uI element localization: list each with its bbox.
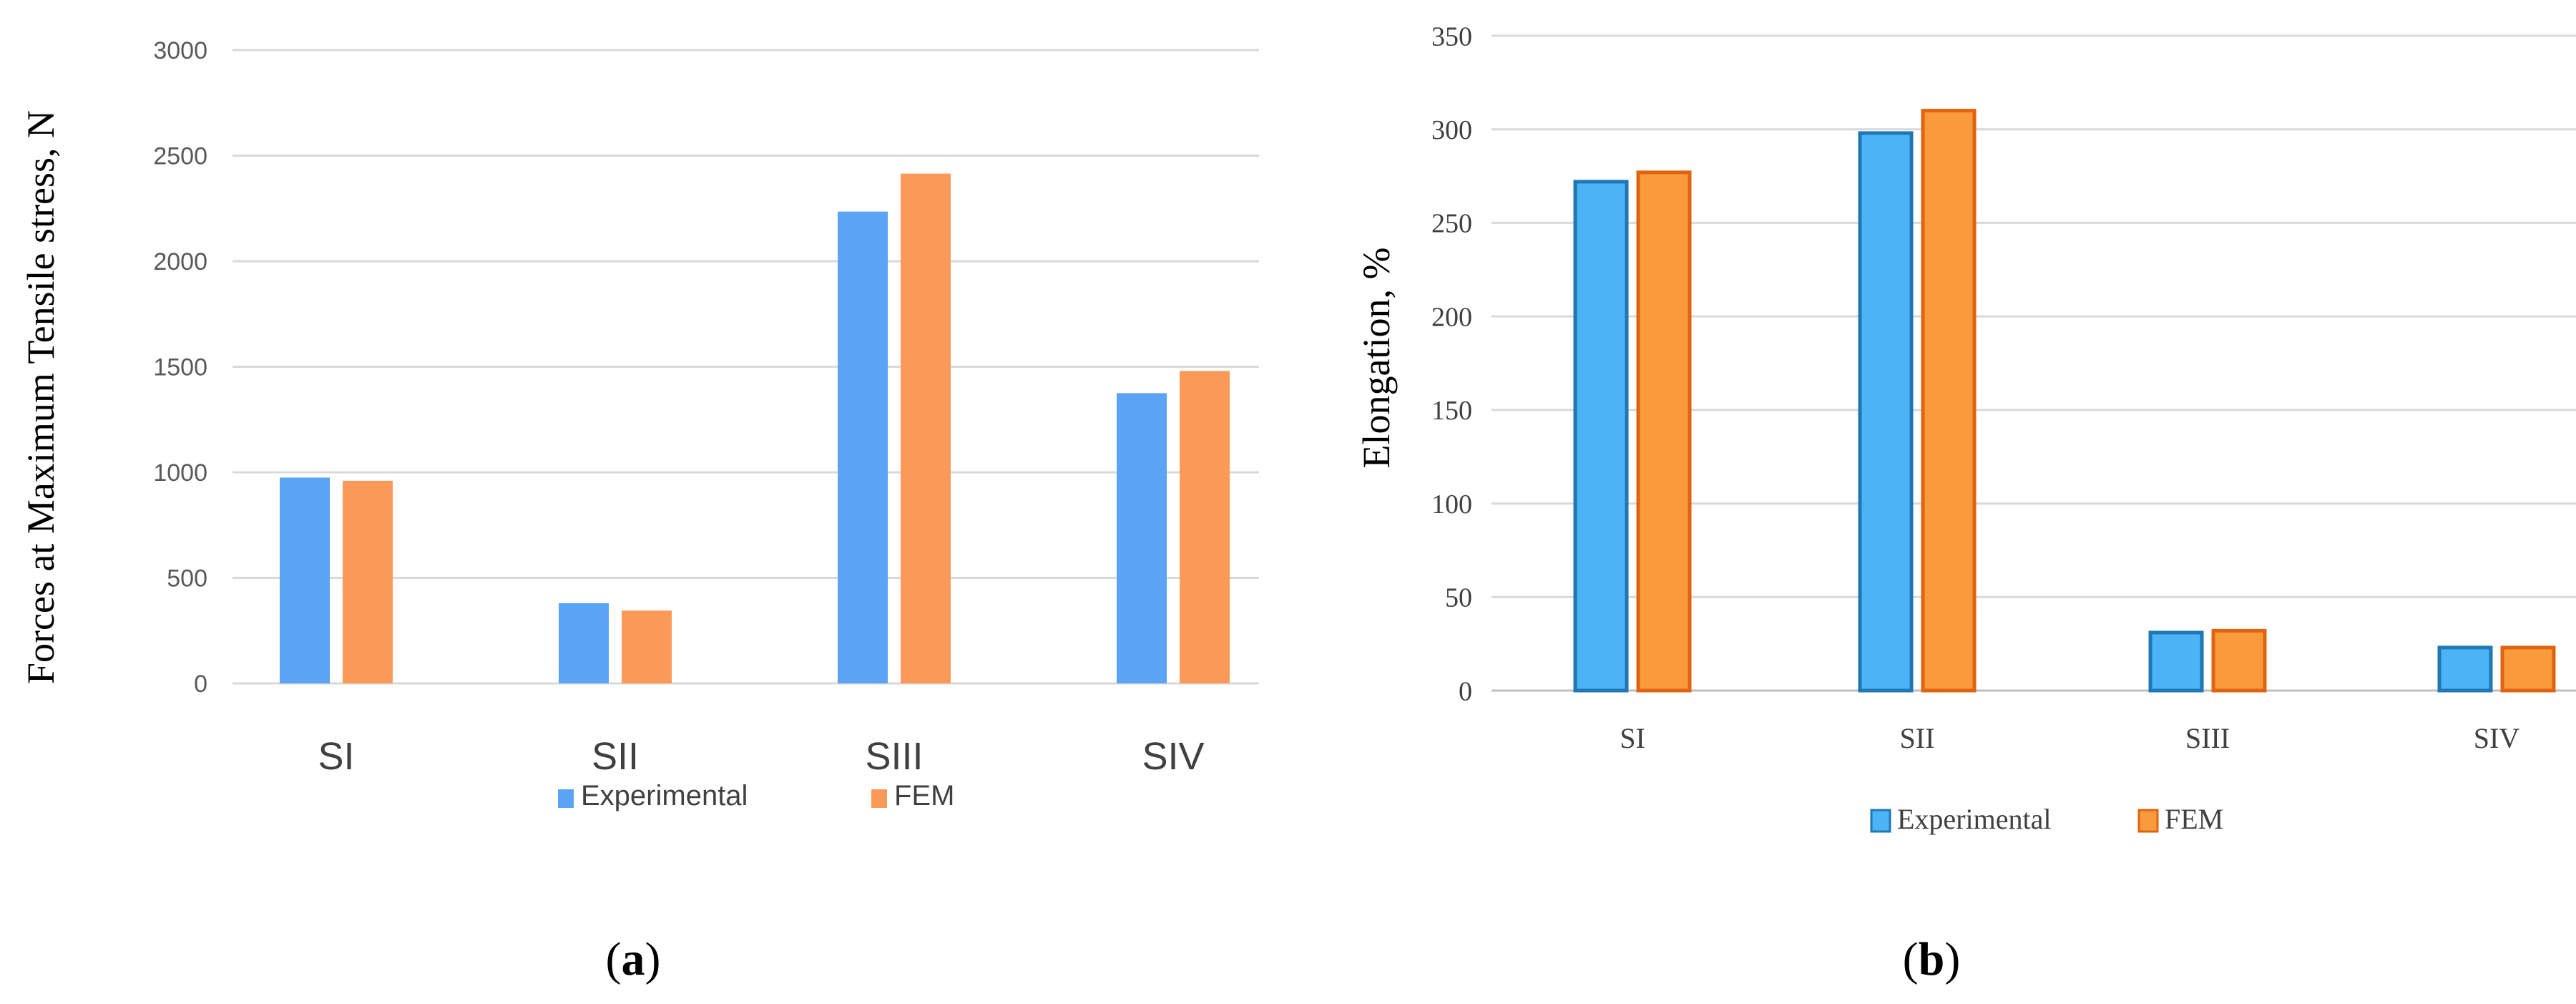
chart-a-legend-swatch-fem bbox=[871, 789, 887, 808]
chart-b-bar-fem-sii bbox=[1921, 109, 1977, 693]
chart-a-y-tick-label: 500 bbox=[167, 565, 207, 592]
chart-a-category-label: SII bbox=[592, 735, 639, 778]
chart-b-y-tick-label: 300 bbox=[1431, 115, 1472, 145]
chart-b-y-axis-label: Elongation, % bbox=[1355, 248, 1398, 469]
chart-b-bar-fem-siii bbox=[2211, 628, 2267, 693]
chart-b-legend-label-experimental: Experimental bbox=[1897, 803, 2051, 835]
chart-a-bar-experimental-si bbox=[280, 477, 330, 683]
chart-a-bar-fem-sii bbox=[622, 610, 672, 683]
chart-b-legend-swatch-fem bbox=[2137, 809, 2159, 833]
chart-a-gridlines bbox=[232, 49, 1259, 685]
chart-b-legend-label-fem: FEM bbox=[2165, 803, 2223, 835]
chart-a-categories: SI SII SIII SIV bbox=[318, 735, 1204, 778]
chart-b-bar-experimental-si bbox=[1573, 180, 1629, 693]
chart-b-category-label: SII bbox=[1900, 722, 1935, 754]
chart-a-y-tick-label: 1500 bbox=[153, 354, 207, 381]
chart-b-panel-label: (b) bbox=[1903, 933, 1961, 985]
chart-b-category-label: SIV bbox=[2474, 722, 2520, 754]
chart-a-category-label: SI bbox=[318, 735, 354, 778]
chart-a-y-axis-label: Forces at Maximum Tensile stress, N bbox=[19, 110, 62, 684]
chart-b-y-ticks: 0 50 100 150 200 250 300 350 bbox=[1431, 21, 1472, 706]
chart-a-bar-experimental-sii bbox=[559, 603, 609, 683]
chart-b-legend-swatch-experimental bbox=[1870, 809, 1891, 833]
chart-a-panel-letter: a bbox=[622, 933, 645, 985]
chart-a-panel-label: (a) bbox=[606, 933, 661, 985]
chart-b-bar-experimental-siv bbox=[2437, 645, 2493, 693]
chart-a-bar-fem-si bbox=[343, 480, 393, 683]
chart-a-legend-label-experimental: Experimental bbox=[581, 780, 748, 812]
chart-b-bar-fem-si bbox=[1636, 170, 1692, 693]
chart-b-panel-letter: b bbox=[1919, 933, 1945, 985]
chart-b-categories: SI SII SIII SIV bbox=[1620, 722, 2519, 754]
chart-b-y-tick-label: 0 bbox=[1459, 676, 1472, 706]
chart-a-y-tick-label: 3000 bbox=[153, 37, 207, 64]
chart-a-bar-experimental-siii bbox=[838, 211, 888, 683]
chart-b-category-label: SIII bbox=[2185, 722, 2230, 754]
chart-a-legend: Experimental FEM bbox=[558, 780, 954, 812]
chart-b-bar-experimental-sii bbox=[1858, 131, 1914, 693]
chart-a-y-tick-label: 2000 bbox=[153, 248, 207, 276]
chart-b-y-tick-label: 350 bbox=[1431, 21, 1472, 52]
chart-b-category-label: SI bbox=[1620, 722, 1645, 754]
chart-a-y-tick-label: 0 bbox=[194, 671, 207, 698]
chart-a-bar-fem-siv bbox=[1180, 371, 1230, 683]
chart-b-y-tick-label: 50 bbox=[1445, 583, 1472, 613]
chart-b-y-tick-label: 250 bbox=[1431, 209, 1472, 239]
chart-b-bar-experimental-siii bbox=[2148, 630, 2204, 693]
chart-a: 0 500 1000 1500 2000 2500 3000 SI SII SIII SIV Fo… bbox=[19, 37, 1259, 985]
chart-a-bar-fem-siii bbox=[901, 173, 951, 683]
chart-a-bars bbox=[280, 173, 1230, 683]
chart-b-y-tick-label: 150 bbox=[1431, 396, 1472, 426]
chart-a-y-tick-label: 2500 bbox=[153, 142, 207, 170]
chart-b-bar-fem-siv bbox=[2500, 645, 2556, 693]
chart-a-category-label: SIII bbox=[865, 735, 923, 778]
chart-b-legend: Experimental FEM bbox=[1870, 803, 2223, 835]
chart-b: 0 50 100 150 200 250 300 350 SI SII SIII SIV Elong… bbox=[1355, 21, 2576, 985]
chart-a-category-label: SIV bbox=[1142, 735, 1204, 778]
chart-a-legend-label-fem: FEM bbox=[894, 780, 954, 812]
chart-a-bar-experimental-siv bbox=[1117, 393, 1167, 683]
chart-a-y-tick-label: 1000 bbox=[153, 459, 207, 487]
chart-b-y-tick-label: 100 bbox=[1431, 489, 1472, 520]
chart-b-y-tick-label: 200 bbox=[1431, 302, 1472, 332]
chart-b-bars bbox=[1573, 109, 2556, 693]
chart-a-legend-swatch-experimental bbox=[558, 789, 574, 808]
chart-a-y-ticks: 0 500 1000 1500 2000 2500 3000 bbox=[153, 37, 207, 698]
